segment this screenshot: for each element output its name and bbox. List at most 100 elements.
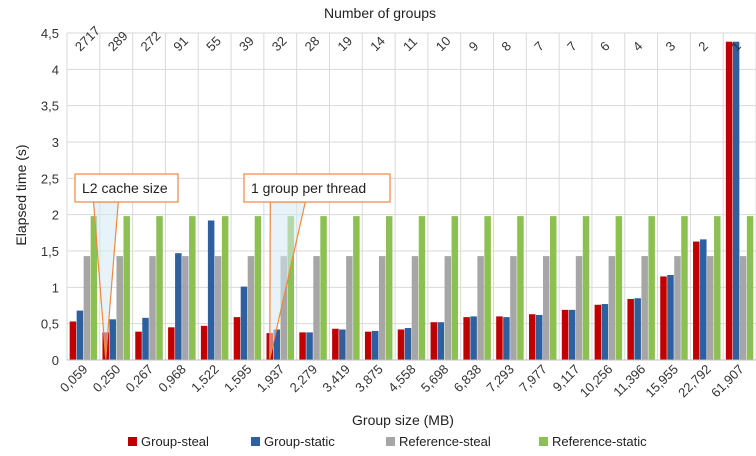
top-tick-label: 289	[105, 28, 131, 54]
x-tick-label: 0,250	[90, 362, 124, 396]
bar-group-static	[667, 274, 674, 360]
bar-reference-steal	[707, 256, 714, 360]
bar-reference-static	[681, 216, 688, 360]
y-tick-label: 4	[52, 62, 59, 77]
bar-group-static	[306, 332, 313, 360]
bar-group-steal	[69, 321, 77, 360]
bar-reference-steal	[313, 256, 320, 360]
y-axis-title: Elapsed time (s)	[13, 144, 29, 245]
x-tick-label: 15,955	[642, 362, 681, 401]
bar-reference-steal	[214, 256, 222, 360]
x-tick-label: 61,907	[708, 362, 747, 401]
top-tick-label: 11	[400, 34, 420, 54]
y-tick-label: 0	[52, 353, 59, 368]
bar-group-steal	[660, 276, 667, 360]
bar-reference-static	[353, 216, 360, 360]
bar-reference-steal	[116, 256, 123, 360]
legend-item: Group-static	[251, 434, 335, 449]
bar-reference-static	[189, 216, 196, 360]
x-tick-label: 1,595	[221, 362, 255, 396]
x-tick-label: 5,698	[418, 362, 452, 396]
callout: 1 group per thread	[243, 173, 391, 360]
bar-reference-static	[714, 216, 721, 360]
top-tick-label: 55	[203, 33, 224, 54]
bar-group-static	[207, 220, 215, 360]
bar-group-steal	[364, 331, 372, 360]
bar-group-steal	[725, 41, 733, 360]
callout: L2 cache size	[74, 173, 179, 360]
bar-reference-steal	[641, 256, 648, 360]
x-tick-label: 3,419	[319, 362, 353, 396]
bar-group-steal	[430, 322, 438, 360]
bar-reference-static	[484, 216, 491, 360]
top-tick-label: 7	[531, 38, 547, 54]
bar-group-static	[470, 316, 477, 360]
x-tick-label: 7,293	[483, 362, 517, 396]
top-tick-label: 8	[498, 38, 514, 54]
legend-item: Group-steal	[128, 434, 209, 449]
bar-reference-static	[746, 216, 754, 360]
legend-swatch	[539, 437, 548, 446]
x-tick-label: 0,968	[155, 362, 189, 396]
bar-group-steal	[397, 329, 405, 360]
bar-group-static	[601, 304, 609, 360]
bar-reference-static	[320, 216, 327, 360]
legend-label: Reference-static	[552, 434, 647, 449]
bar-group-steal	[168, 327, 175, 360]
bar-reference-static	[517, 216, 524, 360]
bar-reference-static	[254, 216, 262, 360]
y-tick-label: 2	[52, 208, 59, 223]
bar-group-static	[634, 298, 641, 360]
x-tick-label: 7,977	[516, 362, 550, 396]
bar-group-static	[175, 253, 182, 360]
bar-reference-steal	[247, 256, 255, 360]
legend-label: Reference-steal	[399, 434, 491, 449]
legend-swatch	[386, 437, 395, 446]
top-tick-label: 91	[170, 33, 191, 54]
legend-label: Group-static	[264, 434, 335, 449]
x-tick-label: 6,838	[451, 362, 485, 396]
y-tick-label: 3,5	[41, 99, 59, 114]
bar-group-steal	[693, 241, 700, 360]
top-tick-label: 6	[597, 38, 613, 54]
bar-reference-static	[385, 216, 393, 360]
x-tick-label: 2,279	[287, 362, 321, 396]
bar-group-static	[700, 239, 707, 360]
bar-reference-steal	[182, 256, 189, 360]
bar-group-steal	[627, 298, 634, 360]
legend-label: Group-steal	[141, 434, 209, 449]
bar-group-steal	[496, 316, 503, 360]
bar-reference-static	[615, 216, 623, 360]
legend-swatch	[251, 437, 260, 446]
top-tick-label: 28	[302, 33, 323, 54]
callout-box	[74, 173, 179, 203]
top-tick-label: 2	[695, 38, 711, 54]
top-tick-labels: 2717 289 272 91 55 39 32 28 19 14 11 10 9 8 7 7 6 4 3 2 1	[72, 23, 744, 54]
bar-reference-steal	[575, 256, 583, 360]
top-tick-label: 2717	[72, 23, 103, 54]
bar-group-static	[76, 310, 84, 360]
x-tick-label: 10,256	[577, 362, 616, 401]
bar-group-static	[339, 329, 346, 360]
bar-reference-steal	[739, 256, 747, 360]
bar-group-steal	[200, 325, 208, 360]
bar-reference-steal	[83, 256, 91, 360]
bar-group-static	[273, 329, 281, 360]
bar-group-steal	[135, 331, 142, 360]
x-tick-label: 1,522	[188, 362, 222, 396]
bar-reference-static	[123, 216, 130, 360]
bar-group-steal	[233, 317, 241, 360]
bar-group-static	[109, 319, 116, 360]
bar-group-static	[240, 286, 248, 360]
bar-group-static	[404, 328, 412, 360]
bar-group-steal	[299, 332, 306, 360]
top-tick-label: 7	[564, 38, 580, 54]
y-tick-label: 1,5	[41, 244, 59, 259]
y-tick-label: 4,5	[41, 26, 59, 41]
top-tick-label: 10	[433, 33, 454, 54]
x-tick-label: 22,792	[675, 362, 714, 401]
bar-reference-steal	[608, 256, 616, 360]
bar-reference-steal	[149, 256, 156, 360]
bar-reference-steal	[674, 256, 681, 360]
